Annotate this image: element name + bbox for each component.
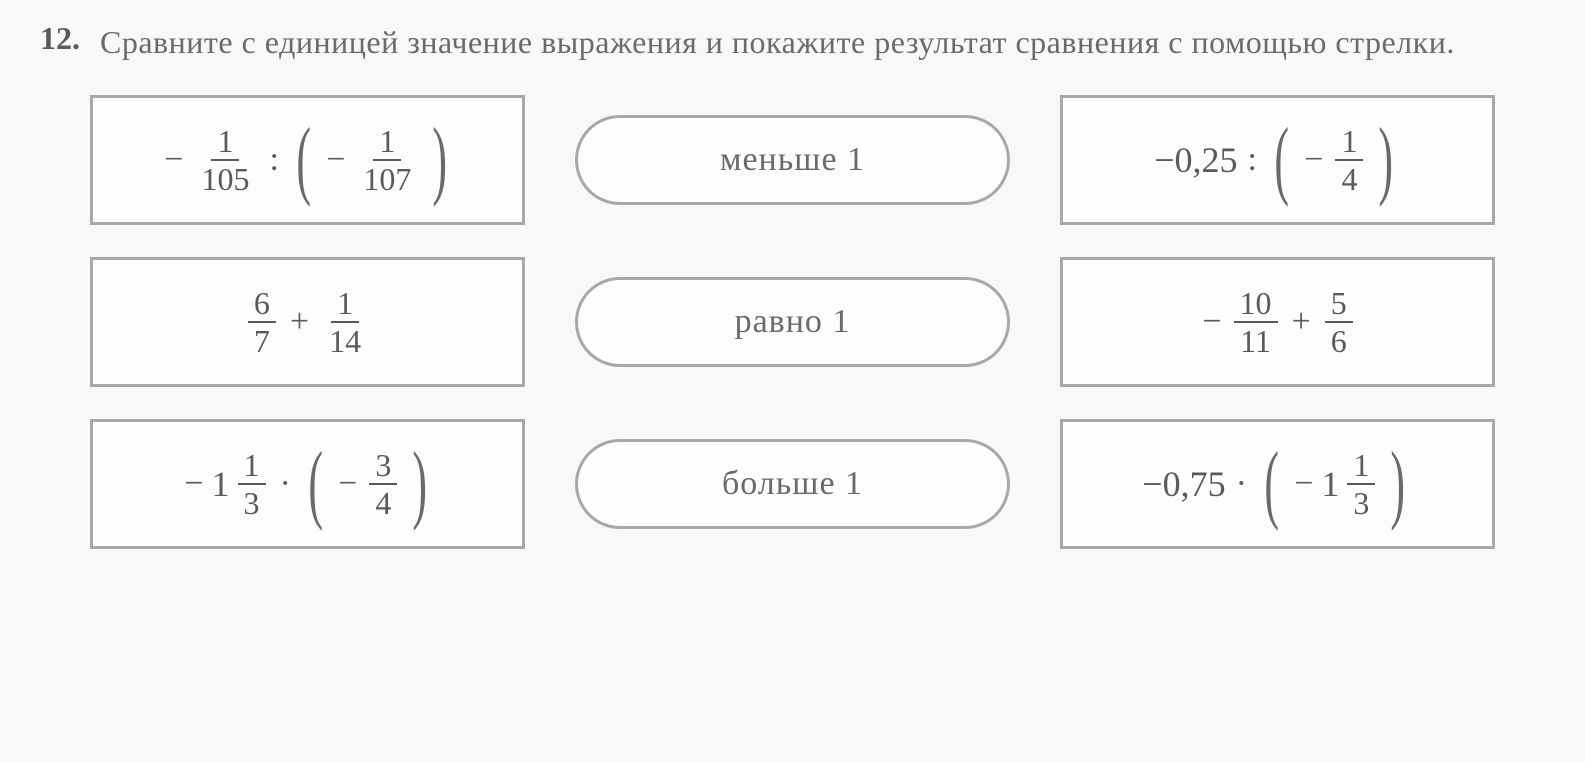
right-paren-icon: )	[413, 449, 428, 519]
left-paren-icon: (	[1274, 125, 1289, 195]
expression-r1c3: −0,25 : ( − 1 4 )	[1060, 95, 1495, 225]
sign: −	[1294, 465, 1313, 503]
category-equal: равно 1	[575, 277, 1010, 367]
operator: +	[1292, 303, 1311, 341]
expression-r3c1: − 1 1 3 · ( − 3 4 )	[90, 419, 525, 549]
operator: :	[1248, 141, 1257, 179]
sign: −	[338, 465, 357, 503]
fraction: 10 11	[1234, 287, 1278, 357]
right-paren-icon: )	[1391, 449, 1406, 519]
category-less: меньше 1	[575, 115, 1010, 205]
fraction: 1 4	[1335, 125, 1363, 195]
expression-r1c1: − 1 105 : ( − 1 107 )	[90, 95, 525, 225]
fraction: 1 105	[195, 125, 255, 195]
category-label: меньше 1	[720, 141, 865, 179]
right-paren-icon: )	[433, 125, 448, 195]
category-greater: больше 1	[575, 439, 1010, 529]
operator: +	[290, 303, 309, 341]
mixed-number: 1 1 3	[212, 449, 270, 519]
expression-r2c3: − 10 11 + 5 6	[1060, 257, 1495, 387]
fraction: 6 7	[248, 287, 276, 357]
mixed-number: 1 1 3	[1321, 449, 1379, 519]
sign: −	[164, 141, 183, 179]
left-paren-icon: (	[308, 449, 323, 519]
fraction: 1 107	[357, 125, 417, 195]
fraction: 5 6	[1325, 287, 1353, 357]
fraction: 1 14	[323, 287, 367, 357]
left-paren-icon: (	[1264, 449, 1279, 519]
expression-r3c3: −0,75 · ( − 1 1 3 )	[1060, 419, 1495, 549]
problem-number: 12.	[40, 20, 80, 57]
sign: −	[326, 141, 345, 179]
operator: :	[269, 141, 278, 179]
sign: −	[1304, 141, 1323, 179]
decimal: −0,25	[1154, 139, 1237, 181]
category-label: больше 1	[722, 465, 863, 503]
fraction: 3 4	[369, 449, 397, 519]
expression-grid: − 1 105 : ( − 1 107 ) меньше 1 −0,25 : (…	[40, 95, 1545, 549]
operator: ·	[280, 465, 291, 503]
expression-r2c1: 6 7 + 1 14	[90, 257, 525, 387]
sign: −	[1202, 303, 1221, 341]
fraction: 1 3	[238, 449, 266, 519]
right-paren-icon: )	[1379, 125, 1394, 195]
fraction: 1 3	[1347, 449, 1375, 519]
problem-text: Сравните с единицей значение выражения и…	[100, 20, 1455, 65]
category-label: равно 1	[735, 303, 851, 341]
decimal: −0,75	[1142, 463, 1225, 505]
operator: ·	[1236, 465, 1247, 503]
left-paren-icon: (	[296, 125, 311, 195]
sign: −	[184, 465, 203, 503]
problem-header: 12. Сравните с единицей значение выражен…	[40, 20, 1545, 65]
